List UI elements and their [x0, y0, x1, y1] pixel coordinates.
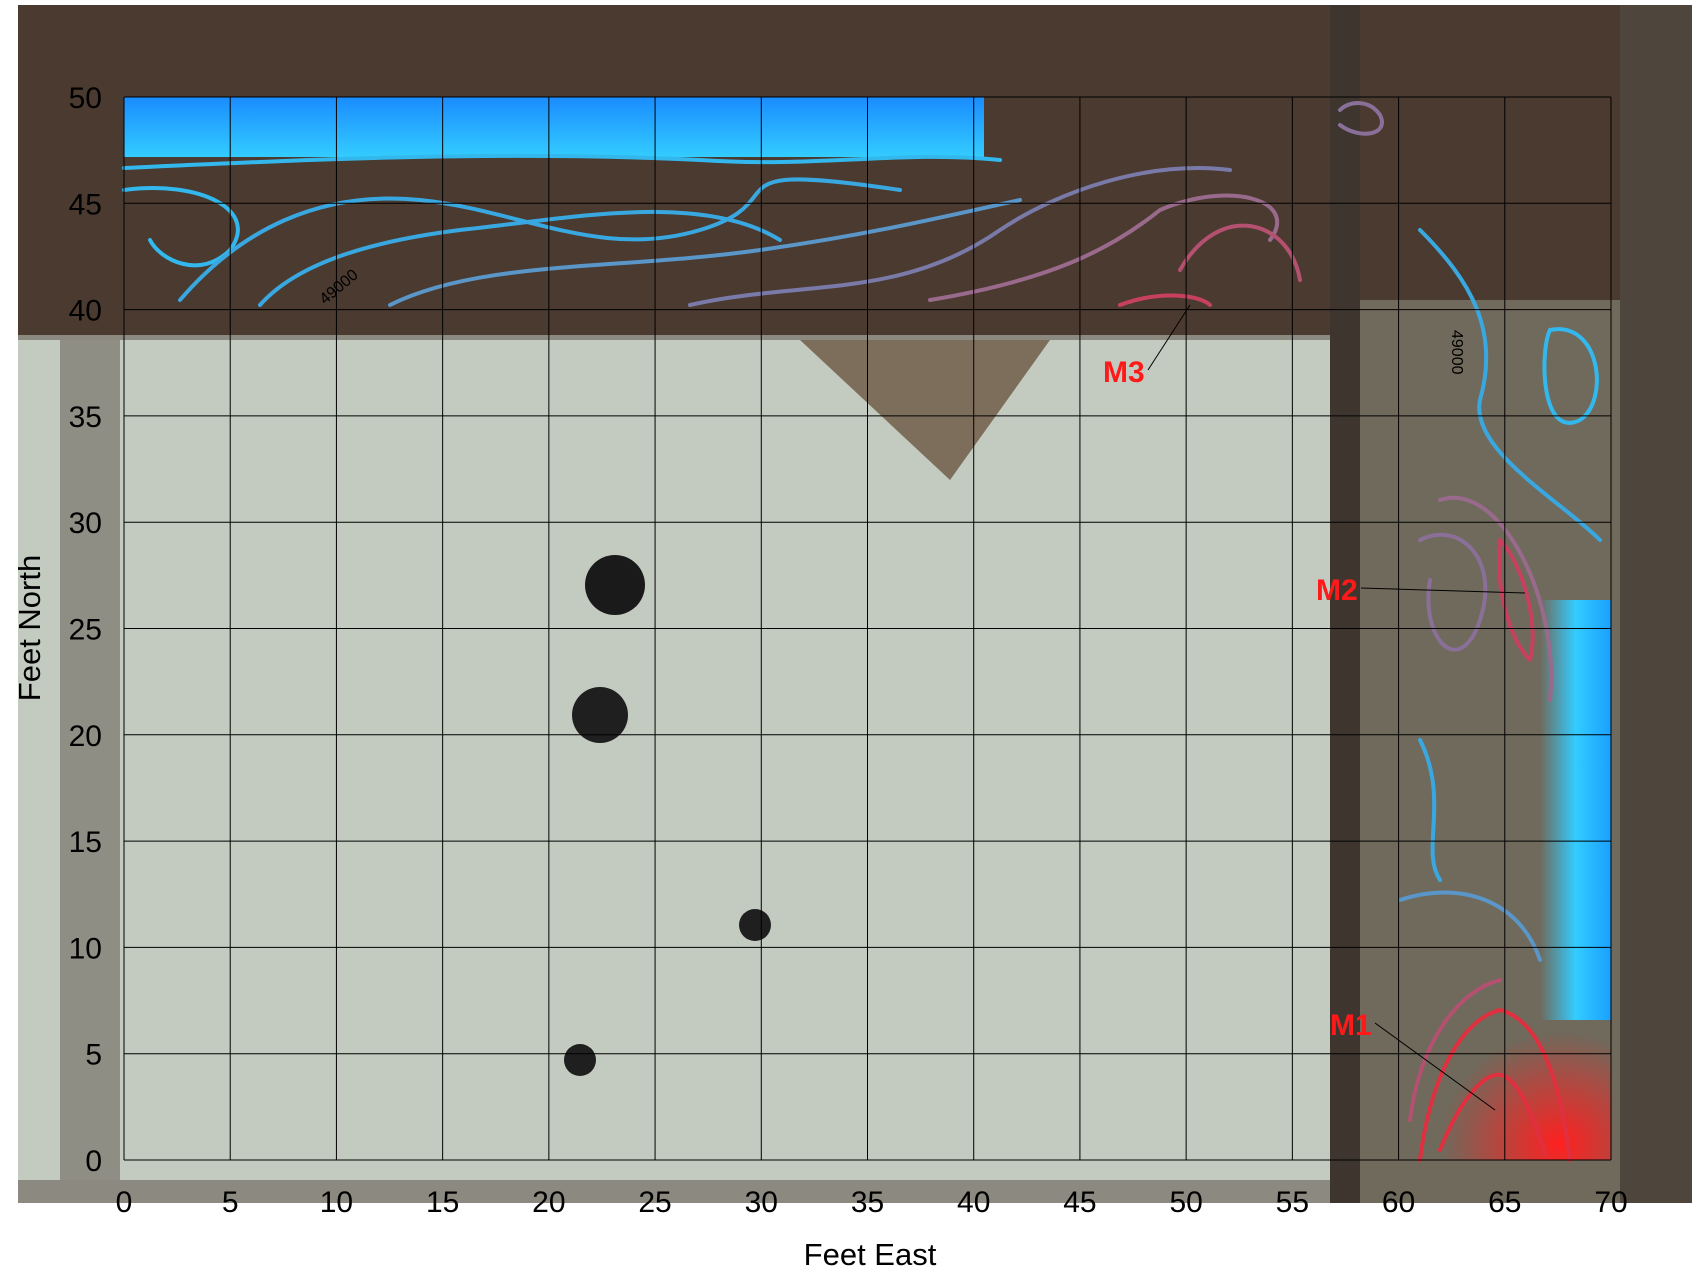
y-tick-label: 0	[85, 1145, 102, 1178]
y-tick-label: 10	[69, 932, 102, 965]
x-tick-label: 0	[116, 1186, 133, 1219]
x-tick-label: 25	[638, 1186, 671, 1219]
contour-label: 49000	[1448, 330, 1465, 375]
x-tick-label: 10	[320, 1186, 353, 1219]
map: Feet East Feet North 0 5 10 15 20 25 30 35 40 45 5…	[0, 0, 1692, 1273]
y-tick-label: 25	[69, 614, 102, 647]
x-tick-label: 20	[532, 1186, 565, 1219]
y-axis-title: Feet North	[12, 555, 47, 701]
y-tick-label: 40	[69, 295, 102, 328]
annotation: M3	[1103, 356, 1145, 389]
y-tick-label: 45	[69, 188, 102, 221]
x-tick-label: 45	[1063, 1186, 1096, 1219]
x-tick-label: 50	[1169, 1186, 1202, 1219]
x-tick-label: 65	[1488, 1186, 1521, 1219]
x-tick-label: 15	[426, 1186, 459, 1219]
x-tick-label: 5	[222, 1186, 239, 1219]
x-tick-label: 30	[745, 1186, 778, 1219]
annotation: M1	[1330, 1009, 1372, 1042]
x-tick-label: 40	[957, 1186, 990, 1219]
x-tick-label: 70	[1594, 1186, 1627, 1219]
y-tick-label: 20	[69, 720, 102, 753]
x-tick-label: 55	[1276, 1186, 1309, 1219]
y-tick-label: 50	[69, 82, 102, 115]
y-tick-label: 15	[69, 826, 102, 859]
annotation: M2	[1316, 574, 1358, 607]
x-tick-label: 60	[1382, 1186, 1415, 1219]
x-axis-title: Feet East	[804, 1237, 937, 1272]
y-tick-label: 5	[85, 1039, 102, 1072]
x-tick-label: 35	[851, 1186, 884, 1219]
y-tick-label: 30	[69, 507, 102, 540]
y-tick-label: 35	[69, 401, 102, 434]
